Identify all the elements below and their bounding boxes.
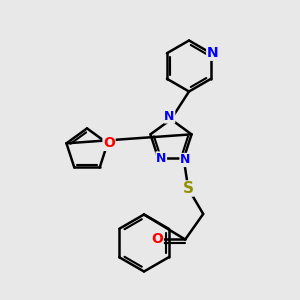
Text: N: N (164, 110, 175, 123)
Text: N: N (156, 152, 166, 165)
Text: N: N (180, 154, 190, 166)
Text: N: N (207, 46, 218, 60)
Text: O: O (103, 136, 115, 150)
Text: O: O (152, 232, 163, 247)
Text: S: S (183, 181, 194, 196)
